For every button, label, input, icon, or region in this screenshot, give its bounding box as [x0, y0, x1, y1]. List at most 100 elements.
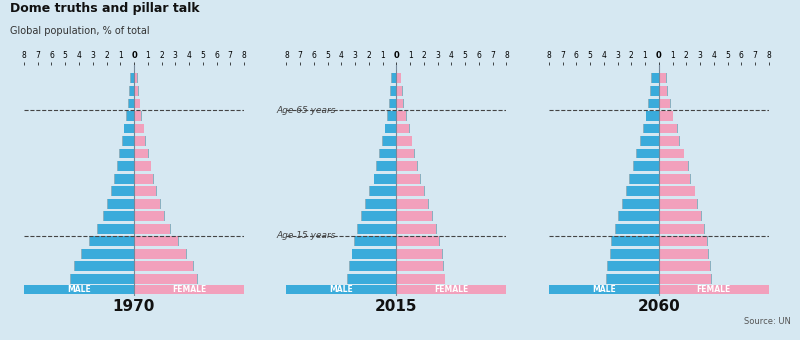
Bar [74, 261, 134, 271]
Bar [380, 149, 397, 158]
Bar [134, 136, 145, 146]
Bar [397, 236, 439, 246]
Bar [659, 249, 708, 259]
Bar [397, 124, 410, 133]
Bar [644, 124, 659, 133]
Text: Source: UN: Source: UN [743, 318, 790, 326]
Bar [397, 73, 401, 83]
Bar [107, 199, 134, 208]
Bar [104, 211, 134, 221]
Bar [122, 136, 134, 146]
Bar [397, 161, 417, 171]
Bar [637, 149, 659, 158]
Bar [129, 99, 134, 108]
Bar [134, 236, 178, 246]
Bar [650, 86, 659, 96]
Text: Age 65 years: Age 65 years [276, 106, 335, 115]
Bar [114, 174, 134, 184]
Bar [397, 174, 421, 184]
Bar [634, 161, 659, 171]
Bar [358, 224, 397, 234]
Bar [362, 211, 397, 221]
Bar [134, 285, 244, 294]
Bar [659, 161, 689, 171]
Bar [350, 261, 397, 271]
Bar [134, 249, 187, 259]
Bar [354, 236, 397, 246]
Bar [659, 149, 684, 158]
Bar [123, 124, 134, 133]
Bar [610, 249, 659, 259]
Bar [286, 285, 397, 294]
Bar [397, 261, 443, 271]
Bar [390, 86, 397, 96]
Bar [630, 174, 659, 184]
Bar [70, 274, 134, 284]
Text: 2060: 2060 [638, 299, 680, 314]
Text: FEMALE: FEMALE [697, 285, 731, 294]
Text: MALE: MALE [67, 285, 91, 294]
Bar [130, 73, 134, 83]
Bar [134, 186, 157, 196]
Bar [612, 236, 659, 246]
Bar [134, 124, 145, 133]
Bar [622, 199, 659, 208]
Bar [659, 186, 695, 196]
Bar [397, 73, 402, 83]
Bar [650, 86, 659, 96]
Bar [649, 99, 659, 108]
Bar [659, 99, 670, 108]
Bar [659, 136, 679, 146]
Bar [134, 161, 151, 171]
Bar [347, 274, 397, 284]
Bar [629, 174, 659, 184]
Text: MALE: MALE [592, 285, 616, 294]
Bar [397, 136, 412, 146]
Bar [659, 199, 698, 208]
Bar [651, 73, 659, 83]
Bar [648, 99, 659, 108]
Bar [134, 274, 198, 284]
Bar [659, 236, 707, 246]
Bar [397, 249, 442, 259]
Bar [89, 236, 134, 246]
Bar [549, 285, 659, 294]
Bar [397, 124, 409, 133]
Bar [134, 224, 170, 234]
Bar [119, 149, 134, 158]
Bar [659, 149, 683, 158]
Bar [397, 211, 432, 221]
Text: 2015: 2015 [375, 299, 418, 314]
Bar [134, 261, 193, 271]
Bar [134, 86, 138, 96]
Bar [134, 199, 160, 208]
Bar [111, 186, 134, 196]
Bar [659, 274, 711, 284]
Bar [382, 136, 397, 146]
Bar [134, 274, 198, 284]
Bar [646, 111, 659, 121]
Bar [659, 199, 698, 208]
Bar [397, 274, 445, 284]
Bar [70, 274, 134, 284]
Bar [618, 211, 659, 221]
Text: Dome truths and pillar talk: Dome truths and pillar talk [10, 2, 199, 15]
Bar [134, 86, 139, 96]
Bar [397, 111, 406, 121]
Bar [611, 236, 659, 246]
Bar [641, 136, 659, 146]
Bar [606, 274, 659, 284]
Bar [98, 224, 134, 234]
Bar [659, 111, 673, 121]
Bar [397, 236, 440, 246]
Bar [134, 99, 139, 108]
Bar [659, 86, 667, 96]
Bar [659, 224, 704, 234]
Bar [134, 73, 137, 83]
Bar [640, 136, 659, 146]
Bar [362, 211, 397, 221]
Bar [397, 99, 404, 108]
Bar [385, 124, 397, 133]
Bar [636, 149, 659, 158]
Text: FEMALE: FEMALE [172, 285, 206, 294]
